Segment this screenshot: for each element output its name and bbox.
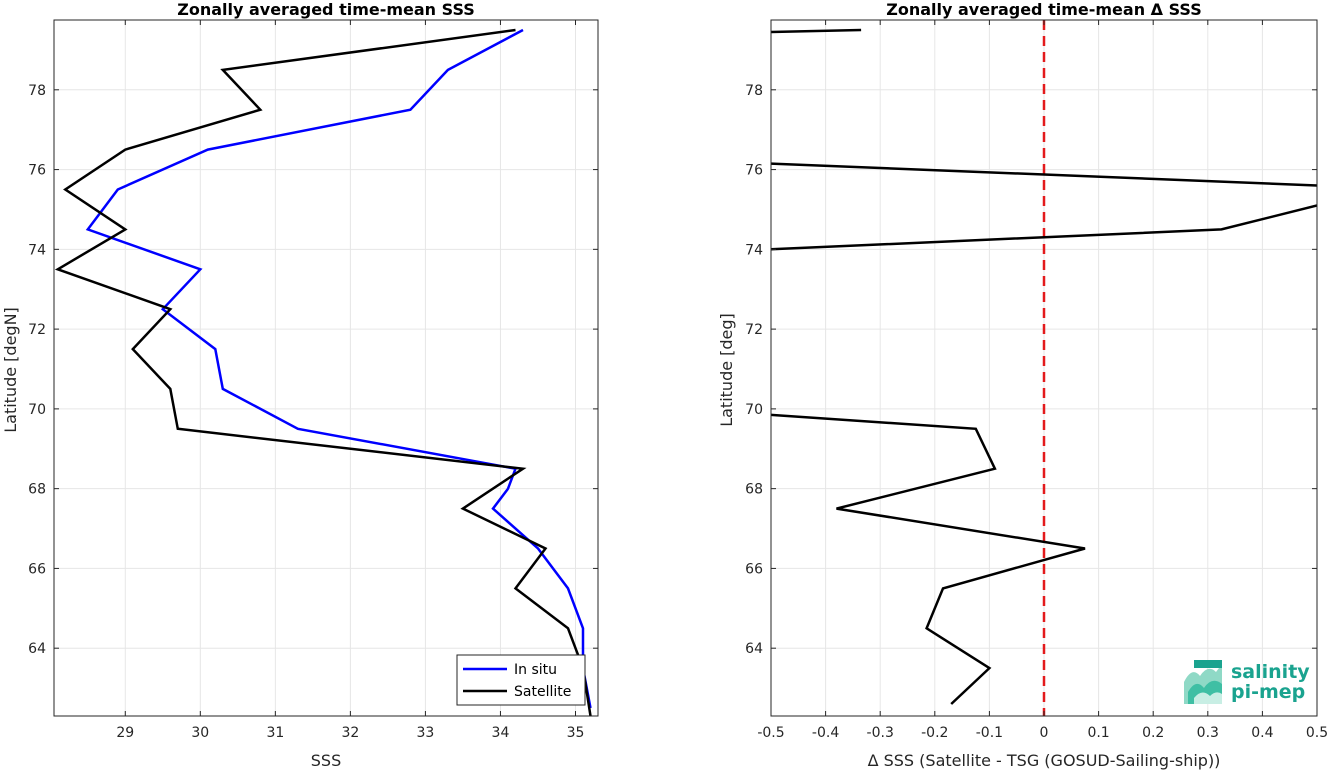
right-y-tick-label: 70	[745, 402, 763, 418]
right-x-tick-label: 0	[1040, 725, 1049, 741]
logo-text-salinity: salinity	[1231, 661, 1310, 683]
left-y-axis-label: Latitude [degN]	[1, 307, 20, 433]
right-x-tick-label: 0.1	[1087, 725, 1109, 741]
right-series-line-segment-3	[771, 204, 1317, 251]
right-chart-title: Zonally averaged time-mean Δ SSS	[886, 0, 1202, 19]
left-chart-panel: Zonally averaged time-mean SSS SSS Latit…	[1, 0, 599, 770]
right-y-tick-label: 66	[745, 561, 763, 577]
left-plot-area	[54, 20, 598, 716]
left-chart-title: Zonally averaged time-mean SSS	[177, 0, 475, 19]
legend-box	[456, 654, 586, 706]
right-x-tick-label: 0.3	[1197, 725, 1219, 741]
salinity-pi-mep-logo: salinity pi-mep	[1184, 660, 1310, 704]
left-y-tick-label: 78	[28, 83, 46, 99]
legend-label-in-situ: In situ	[514, 662, 557, 678]
left-x-tick-label: 32	[341, 725, 359, 741]
right-x-tick-label: -0.4	[812, 725, 839, 741]
right-chart-panel: Zonally averaged time-mean Δ SSS Δ SSS (…	[717, 0, 1328, 770]
right-x-tick-label: -0.3	[867, 725, 894, 741]
left-x-axis-label: SSS	[311, 751, 341, 770]
left-y-tick-label: 68	[28, 482, 46, 498]
left-y-tick-label: 72	[28, 322, 46, 338]
left-y-tick-label: 66	[28, 561, 46, 577]
right-y-tick-label: 72	[745, 322, 763, 338]
right-x-tick-label: -0.5	[757, 725, 784, 741]
right-x-tick-label: 0.2	[1142, 725, 1164, 741]
right-y-tick-label: 74	[745, 242, 763, 258]
right-y-tick-label: 68	[745, 482, 763, 498]
right-x-axis-label: Δ SSS (Satellite - TSG (GOSUD-Sailing-sh…	[868, 751, 1221, 770]
left-series-line-in-situ	[85, 28, 592, 709]
left-x-tick-label: 33	[417, 725, 435, 741]
left-series-group	[54, 28, 592, 716]
left-y-tick-label: 74	[28, 242, 46, 258]
left-x-tick-label: 29	[116, 725, 134, 741]
left-axes-box	[53, 19, 599, 717]
left-x-tick-label: 34	[492, 725, 510, 741]
left-x-tick-label: 31	[266, 725, 284, 741]
logo-waves-icon	[1184, 660, 1222, 704]
right-y-tick-label: 76	[745, 163, 763, 179]
right-series-line-segment-4	[771, 413, 1086, 705]
right-series-line-segment-1	[771, 28, 862, 34]
left-y-tick-label: 64	[28, 641, 46, 657]
right-series-line-segment-2	[771, 162, 1317, 187]
legend-label-satellite: Satellite	[514, 684, 571, 700]
left-y-tick-label: 76	[28, 163, 46, 179]
left-y-tick-label: 70	[28, 402, 46, 418]
legend: In situ Satellite	[456, 654, 586, 706]
right-y-axis-label: Latitude [deg]	[717, 313, 736, 427]
right-x-tick-label: 0.5	[1306, 725, 1328, 741]
right-y-tick-label: 78	[745, 83, 763, 99]
right-x-tick-label: -0.2	[921, 725, 948, 741]
right-x-tick-label: -0.1	[976, 725, 1003, 741]
logo-text-pi-mep: pi-mep	[1231, 681, 1305, 703]
right-x-tick-label: 0.4	[1251, 725, 1273, 741]
left-x-tick-label: 30	[191, 725, 209, 741]
left-x-tick-label: 35	[567, 725, 585, 741]
left-series-line-satellite	[54, 28, 592, 716]
right-series-group	[771, 20, 1317, 716]
right-y-tick-label: 64	[745, 641, 763, 657]
